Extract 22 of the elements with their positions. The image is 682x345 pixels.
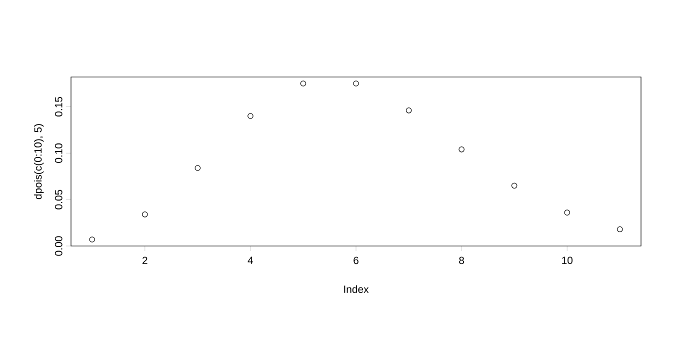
x-tick-label: 10: [562, 256, 573, 264]
x-tick-label: 4: [248, 256, 254, 264]
point: [617, 226, 623, 232]
point: [458, 146, 464, 152]
point: [142, 212, 148, 218]
x-axis-title: Index: [344, 285, 369, 293]
point: [511, 182, 518, 189]
point: [564, 210, 570, 216]
point: [89, 236, 96, 242]
y-tick-label: 0.10: [54, 143, 62, 163]
point: [406, 108, 412, 114]
y-axis-title: dpois(c(0:10), 5): [34, 124, 44, 200]
x-tick-label: 8: [459, 256, 464, 264]
point: [194, 165, 201, 171]
y-tick-label: 0.05: [54, 190, 62, 210]
x-tick-label: 6: [354, 256, 358, 264]
point: [300, 80, 306, 86]
x-tick-label: 2: [142, 256, 148, 264]
point: [353, 80, 359, 86]
point: [248, 113, 254, 119]
y-tick-label: 0.00: [54, 236, 62, 256]
y-tick-label: 0.15: [54, 96, 62, 116]
